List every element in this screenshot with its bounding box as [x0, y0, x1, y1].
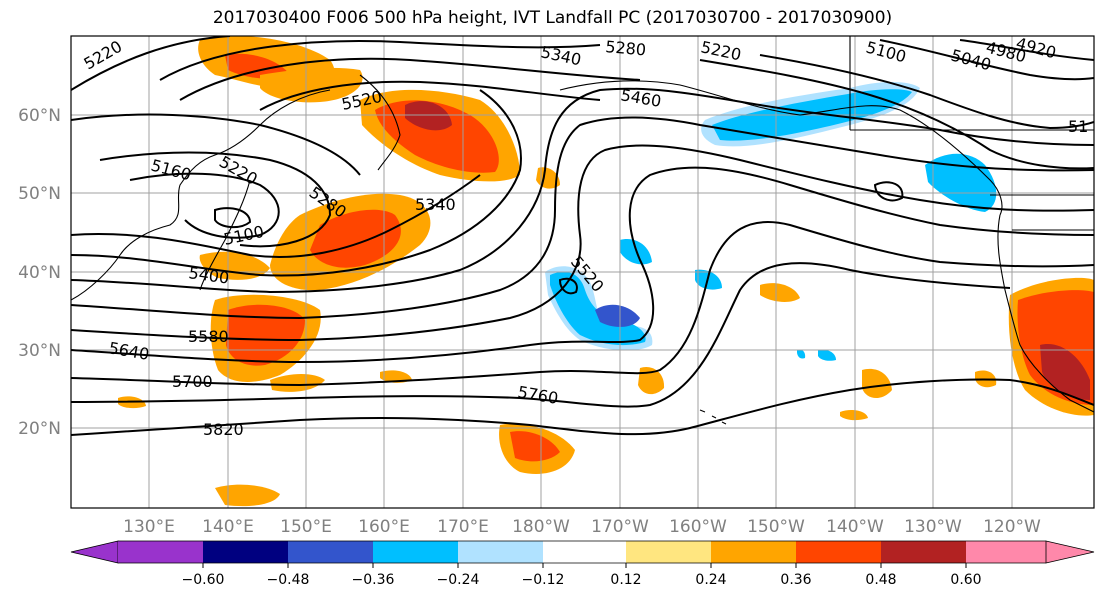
lat-label-20n: 20°N: [18, 419, 61, 439]
longitude-labels: 130°E 140°E 150°E 160°E 170°E 180°W 170°…: [123, 517, 1041, 537]
ivt-shading: [118, 36, 1094, 507]
lon-label: 160°W: [669, 517, 727, 537]
alaska-coastline: [559, 80, 1003, 216]
colorbar-segment: [373, 541, 458, 563]
colorbar-segment: [288, 541, 373, 563]
colorbar-segment: [543, 541, 626, 563]
ivt-negative-region: [595, 304, 640, 327]
lon-label: 130°E: [123, 517, 175, 537]
contour-label: 5340: [415, 195, 456, 214]
height-contour: [179, 57, 641, 101]
canada-border: [849, 36, 1094, 231]
colorbar-segment: [796, 541, 881, 563]
ivt-positive-region: [260, 67, 363, 103]
colorbar-tick-label: 0.60: [950, 572, 981, 588]
contour-label: 51: [1068, 117, 1088, 136]
lat-label-50n: 50°N: [18, 184, 61, 204]
lat-label-40n: 40°N: [18, 263, 61, 283]
contour-label: 5580: [188, 327, 229, 346]
map-frame: [70, 35, 1095, 509]
height-contour: [959, 39, 1094, 61]
height-contour: [873, 181, 904, 202]
colorbar-tick-label: 0.48: [865, 572, 896, 588]
colorbar-min-arrow: [70, 540, 119, 564]
ivt-positive-region: [215, 484, 280, 507]
height-contour: [71, 378, 1094, 436]
height-contour: [71, 89, 522, 277]
height-contour: [558, 277, 578, 295]
japan-coastline: [199, 179, 251, 291]
lon-label: 170°E: [437, 517, 489, 537]
colorbar-segment: [881, 541, 966, 563]
colorbar: −0.60 −0.48 −0.36 −0.24 −0.12 0.12 0.24 …: [70, 540, 1095, 588]
lon-label: 140°E: [202, 517, 254, 537]
ivt-positive-region: [862, 368, 892, 399]
height-contour: [159, 40, 601, 81]
colorbar-tick-label: −0.48: [267, 572, 310, 588]
height-contours: [71, 36, 1094, 436]
lat-label-60n: 60°N: [18, 106, 61, 126]
colorbar-max-arrow: [1045, 540, 1095, 564]
height-contour: [71, 113, 361, 176]
height-contour: [699, 59, 1094, 170]
height-contour: [71, 174, 481, 258]
contour-label: 5820: [203, 420, 244, 439]
lon-label: 140°W: [826, 517, 884, 537]
ivt-negative-region: [797, 349, 806, 359]
ivt-positive-region: [270, 374, 325, 392]
ivt-positive-region: [510, 431, 560, 462]
colorbar-segment: [118, 541, 203, 563]
ivt-positive-region: [840, 410, 868, 421]
hawaii-islands: [699, 409, 727, 425]
height-contour: [214, 207, 252, 228]
height-contour: [71, 116, 1094, 320]
height-contour: [71, 221, 1094, 387]
lon-label: 150°E: [280, 517, 332, 537]
colorbar-tick-label: 0.24: [695, 572, 726, 588]
height-contour: [759, 54, 1094, 130]
latitude-labels: 60°N 50°N 40°N 30°N 20°N: [18, 106, 61, 439]
colorbar-tick-label: −0.24: [437, 572, 480, 588]
height-contour: [99, 151, 332, 248]
ivt-positive-region: [380, 370, 412, 383]
colorbar-segment: [966, 541, 1046, 563]
contour-label: 5700: [172, 372, 213, 391]
colorbar-tick-label: −0.12: [522, 572, 565, 588]
height-contour: [71, 166, 1094, 364]
colorbar-segment: [711, 541, 796, 563]
ivt-positive-region: [760, 283, 800, 302]
height-contour: [879, 39, 1094, 81]
colorbar-segment: [203, 541, 288, 563]
contour-label: 5280: [605, 37, 647, 59]
colorbar-tick-label: 0.12: [610, 572, 641, 588]
ivt-positive-region: [199, 251, 270, 280]
ivt-positive-region: [225, 53, 290, 79]
colorbar-ticks: [202, 563, 967, 568]
lon-label: 180°W: [512, 517, 570, 537]
colorbar-tick-label: −0.60: [182, 572, 225, 588]
lon-label: 170°W: [591, 517, 649, 537]
colorbar-tick-label: −0.36: [352, 572, 395, 588]
height-contour: [71, 144, 1094, 342]
lon-label: 120°W: [983, 517, 1041, 537]
height-contour: [259, 80, 601, 111]
height-contour: [71, 262, 1011, 408]
ivt-positive-region: [405, 101, 452, 131]
colorbar-segment: [458, 541, 543, 563]
lat-label-30n: 30°N: [18, 341, 61, 361]
plot-title: 2017030400 F006 500 hPa height, IVT Land…: [212, 8, 893, 28]
lon-label: 160°E: [358, 517, 410, 537]
ivt-negative-region: [818, 349, 836, 361]
ivt-positive-region: [310, 209, 401, 268]
height-contour: [71, 36, 231, 91]
lon-label: 130°W: [904, 517, 962, 537]
height-contour: [71, 87, 1094, 294]
colorbar-tick-label: 0.36: [780, 572, 811, 588]
height-contour: [129, 172, 280, 239]
colorbar-segment: [626, 541, 711, 563]
kamchatka-coastline: [359, 74, 401, 171]
lon-label: 150°W: [747, 517, 805, 537]
